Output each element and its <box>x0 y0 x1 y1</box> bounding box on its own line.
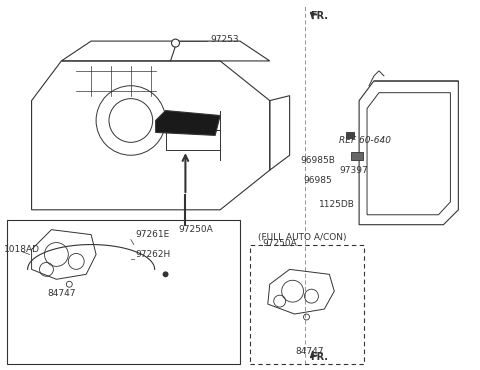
Text: FR.: FR. <box>311 11 328 21</box>
Text: 1125DB: 1125DB <box>319 200 355 209</box>
Circle shape <box>171 39 180 47</box>
Text: 1018AD: 1018AD <box>4 245 40 254</box>
Text: 84747: 84747 <box>47 289 76 298</box>
Text: 96985: 96985 <box>303 175 332 185</box>
Bar <box>346 132 354 138</box>
Text: 97262H: 97262H <box>136 250 171 259</box>
Text: 97253: 97253 <box>210 35 239 44</box>
Circle shape <box>163 271 168 277</box>
Bar <box>351 152 363 160</box>
Text: 97250A: 97250A <box>178 225 213 234</box>
Text: 96985B: 96985B <box>300 156 335 165</box>
Text: 97397: 97397 <box>339 166 368 175</box>
Text: 84747: 84747 <box>295 347 324 356</box>
Text: FR.: FR. <box>311 352 328 362</box>
Text: 97261E: 97261E <box>136 230 170 239</box>
Polygon shape <box>156 111 220 135</box>
Text: (FULL AUTO A/CON): (FULL AUTO A/CON) <box>258 233 347 242</box>
Text: 97250A: 97250A <box>263 239 297 248</box>
Text: REF 60-640: REF 60-640 <box>339 136 391 145</box>
